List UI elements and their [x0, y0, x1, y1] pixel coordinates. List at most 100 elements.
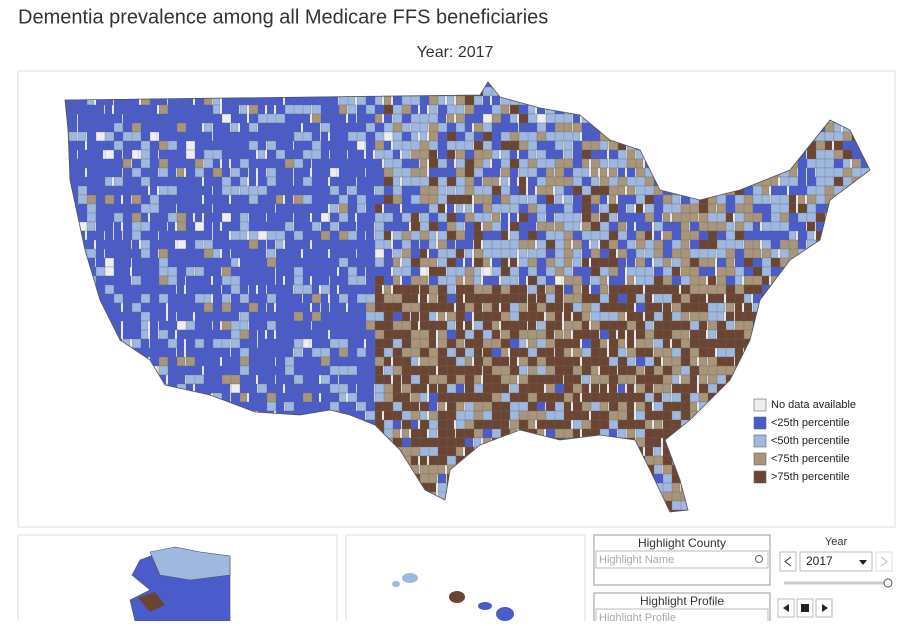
county: [95, 158, 107, 169]
county: [329, 122, 340, 133]
county: [653, 257, 665, 268]
county: [500, 374, 511, 385]
county: [473, 365, 483, 376]
county: [734, 329, 746, 340]
county: [284, 194, 294, 205]
county: [221, 122, 231, 133]
county: [302, 122, 313, 133]
county: [185, 266, 195, 277]
county: [392, 356, 403, 367]
county: [356, 113, 368, 124]
hawaii-island[interactable]: [392, 581, 400, 587]
county: [437, 203, 446, 214]
alaska-region[interactable]: [138, 592, 165, 612]
county: [302, 185, 314, 196]
county: [419, 410, 428, 421]
county: [428, 338, 437, 349]
county: [464, 140, 474, 151]
prev-year-button[interactable]: [779, 551, 797, 572]
county: [770, 176, 779, 187]
county: [257, 185, 269, 196]
county: [563, 194, 573, 205]
county: [437, 464, 446, 475]
county: [662, 401, 673, 412]
county: [599, 329, 611, 340]
county: [194, 365, 203, 376]
step-back-icon: [783, 604, 789, 612]
hawaii-island[interactable]: [496, 607, 514, 621]
county: [311, 329, 322, 340]
county: [311, 122, 321, 133]
hawaii-island[interactable]: [478, 602, 492, 610]
county: [392, 176, 401, 187]
county: [203, 113, 215, 124]
highlight-county-input[interactable]: [595, 550, 769, 569]
dropdown-icon: [859, 560, 867, 565]
slider-handle[interactable]: [883, 578, 893, 588]
county: [482, 239, 493, 250]
county: [662, 194, 673, 205]
county: [626, 203, 635, 214]
county: [221, 365, 232, 376]
county: [302, 113, 311, 124]
county: [671, 356, 682, 367]
county: [563, 203, 574, 214]
county: [545, 248, 557, 259]
county: [581, 329, 593, 340]
county: [536, 140, 548, 151]
county: [662, 509, 678, 512]
county: [437, 383, 448, 394]
county: [158, 104, 169, 115]
county: [383, 140, 392, 151]
county: [824, 140, 833, 151]
county: [500, 248, 512, 259]
county: [527, 149, 537, 160]
county: [554, 347, 565, 358]
county: [599, 419, 611, 430]
county: [626, 194, 637, 205]
county: [446, 284, 456, 295]
county: [554, 302, 564, 313]
alaska-region[interactable]: [149, 546, 231, 581]
county: [122, 266, 131, 277]
county: [491, 329, 501, 340]
county: [509, 356, 518, 367]
county: [464, 419, 476, 430]
county: [536, 284, 546, 295]
county: [131, 140, 143, 151]
county: [545, 167, 555, 178]
county: [491, 212, 501, 223]
county: [401, 374, 413, 385]
county: [590, 176, 600, 187]
county: [725, 266, 736, 277]
county: [545, 320, 557, 331]
year-select[interactable]: [799, 551, 873, 572]
next-year-button[interactable]: [875, 551, 893, 572]
county: [689, 383, 698, 394]
county: [275, 248, 286, 259]
county: [383, 419, 395, 430]
county: [194, 194, 203, 205]
county: [248, 122, 258, 133]
county: [383, 266, 392, 277]
county: [419, 266, 428, 277]
county: [365, 392, 375, 403]
legend: No data available<25th percentile<50th p…: [753, 398, 856, 484]
county: [491, 392, 502, 403]
hawaii-island[interactable]: [449, 591, 465, 603]
county: [698, 248, 710, 259]
county: [653, 356, 662, 367]
county: [752, 284, 763, 295]
county: [257, 239, 267, 250]
county: [374, 167, 385, 178]
county: [419, 167, 428, 178]
county: [446, 401, 458, 412]
county: [473, 176, 483, 187]
county: [428, 473, 438, 484]
county: [590, 239, 599, 250]
county: [491, 428, 502, 439]
county: [419, 95, 430, 106]
county: [644, 338, 654, 349]
hawaii-island[interactable]: [402, 573, 418, 583]
